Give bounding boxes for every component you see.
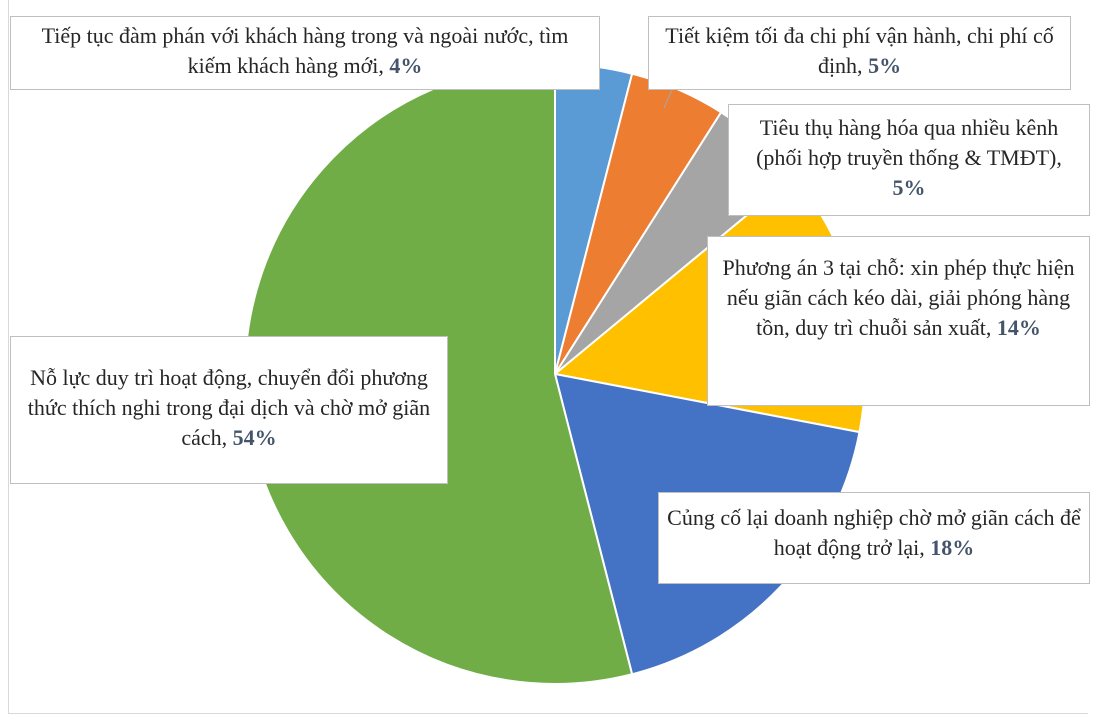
slice-label-maintain-operations: Nỗ lực duy trì hoạt động, chuyển đổi phư… xyxy=(10,336,448,484)
slice-percent: 4% xyxy=(389,53,423,78)
slice-percent: 18% xyxy=(930,535,975,560)
leader-line xyxy=(663,89,673,109)
slice-label-on-site-plan: Phương án 3 tại chỗ: xin phép thực hiện … xyxy=(707,236,1090,406)
slice-label-consolidate: Củng cố lại doanh nghiệp chờ mở giãn các… xyxy=(658,492,1090,584)
slice-label-negotiate: Tiếp tục đàm phán với khách hàng trong v… xyxy=(10,16,600,90)
slice-label-cost-saving: Tiết kiệm tối đa chi phí vận hành, chi p… xyxy=(648,16,1071,90)
slice-percent: 14% xyxy=(996,315,1041,340)
slice-percent: 5% xyxy=(892,175,926,200)
chart-frame xyxy=(8,0,1088,714)
slice-percent: 54% xyxy=(232,425,277,450)
slice-percent: 5% xyxy=(868,53,902,78)
slice-label-multichannel: Tiêu thụ hàng hóa qua nhiều kênh (phối h… xyxy=(728,104,1090,216)
